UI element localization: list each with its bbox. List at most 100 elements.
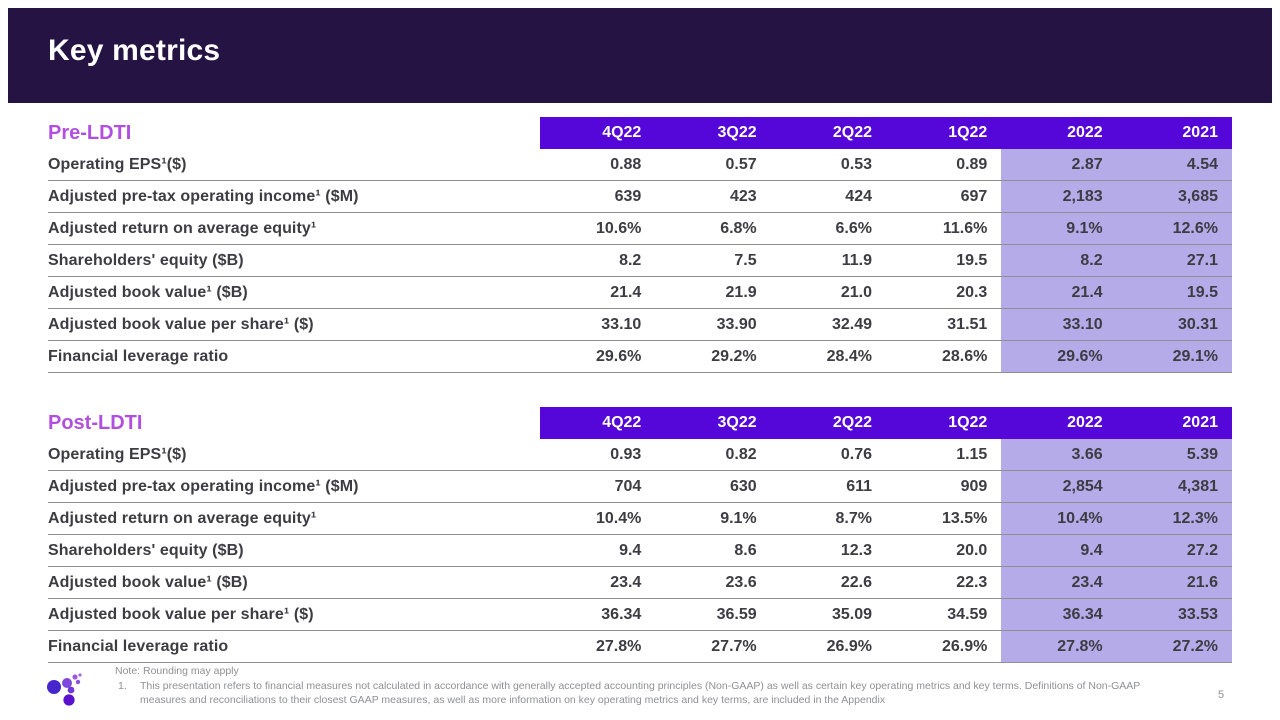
column-header: 2021 bbox=[1116, 407, 1232, 439]
cell-value: 29.6% bbox=[595, 347, 642, 365]
cell-value: 704 bbox=[614, 477, 642, 495]
table-row: Adjusted book value per share¹ ($) 36.34 3… bbox=[48, 599, 1232, 631]
row-label: Operating EPS¹($) bbox=[48, 155, 187, 173]
column-header: 1Q22 bbox=[886, 407, 1002, 439]
cell-value: 23.6 bbox=[725, 573, 757, 591]
cell-value: 12.6% bbox=[1116, 213, 1232, 244]
column-header: 3Q22 bbox=[655, 117, 771, 149]
column-header: 4Q22 bbox=[540, 117, 656, 149]
table-row: Shareholders' equity ($B) 9.4 8.6 12.3 20.0 9… bbox=[48, 535, 1232, 567]
table-row: Adjusted return on average equity¹ 10.6% 6… bbox=[48, 213, 1232, 245]
cell-value: 2,854 bbox=[1001, 471, 1117, 502]
post-ldti-table: Post-LDTI 4Q22 3Q22 2Q22 1Q22 2022 2021 Operati… bbox=[48, 407, 1232, 663]
cell-value: 33.10 bbox=[601, 315, 642, 333]
cell-value: 23.4 bbox=[610, 573, 642, 591]
cell-value: 33.90 bbox=[716, 315, 757, 333]
cell-value: 34.59 bbox=[947, 605, 988, 623]
cell-value: 20.0 bbox=[956, 541, 988, 559]
cell-value: 22.6 bbox=[840, 573, 872, 591]
cell-value: 6.8% bbox=[720, 219, 757, 237]
cell-value: 27.1 bbox=[1116, 245, 1232, 276]
table-row: Adjusted book value¹ ($B) 21.4 21.9 21.0 20.… bbox=[48, 277, 1232, 309]
cell-value: 10.4% bbox=[1001, 503, 1117, 534]
cell-value: 5.39 bbox=[1116, 439, 1232, 470]
cell-value: 639 bbox=[614, 187, 642, 205]
cell-value: 21.6 bbox=[1116, 567, 1232, 598]
cell-value: 9.1% bbox=[720, 509, 757, 527]
dots-logo-icon bbox=[42, 673, 104, 720]
cell-value: 21.0 bbox=[840, 283, 872, 301]
cell-value: 21.4 bbox=[1001, 277, 1117, 308]
column-header: 3Q22 bbox=[655, 407, 771, 439]
cell-value: 36.59 bbox=[716, 605, 757, 623]
table-row: Adjusted return on average equity¹ 10.4% 9… bbox=[48, 503, 1232, 535]
cell-value: 0.57 bbox=[725, 155, 757, 173]
cell-value: 21.9 bbox=[725, 283, 757, 301]
row-label: Adjusted book value per share¹ ($) bbox=[48, 315, 314, 333]
cell-value: 27.2% bbox=[1116, 631, 1232, 662]
cell-value: 9.4 bbox=[619, 541, 642, 559]
page-title: Key metrics bbox=[48, 33, 221, 67]
cell-value: 10.6% bbox=[595, 219, 642, 237]
cell-value: 9.1% bbox=[1001, 213, 1117, 244]
cell-value: 36.34 bbox=[1001, 599, 1117, 630]
cell-value: 11.9 bbox=[841, 251, 872, 269]
cell-value: 29.2% bbox=[711, 347, 757, 365]
table-row: Financial leverage ratio 27.8% 27.7% 26.9% 2… bbox=[48, 631, 1232, 663]
row-label: Adjusted book value per share¹ ($) bbox=[48, 605, 314, 623]
section-title: Post-LDTI bbox=[48, 411, 143, 434]
cell-value: 909 bbox=[960, 477, 988, 495]
content: Pre-LDTI 4Q22 3Q22 2Q22 1Q22 2022 2021 Operatin… bbox=[48, 117, 1232, 663]
cell-value: 27.7% bbox=[711, 637, 757, 655]
column-header: 2Q22 bbox=[770, 117, 886, 149]
row-label: Adjusted return on average equity¹ bbox=[48, 219, 317, 237]
cell-value: 0.93 bbox=[610, 445, 642, 463]
cell-value: 11.6% bbox=[942, 219, 988, 237]
cell-value: 3.66 bbox=[1001, 439, 1117, 470]
footnote-text: This presentation refers to financial me… bbox=[140, 680, 1141, 707]
row-label: Operating EPS¹($) bbox=[48, 445, 187, 463]
cell-value: 29.6% bbox=[1001, 341, 1117, 372]
cell-value: 13.5% bbox=[941, 509, 988, 527]
cell-value: 6.6% bbox=[835, 219, 872, 237]
column-header: 2022 bbox=[1001, 407, 1117, 439]
table-row: Adjusted pre-tax operating income¹ ($M) 6… bbox=[48, 181, 1232, 213]
cell-value: 27.8% bbox=[595, 637, 642, 655]
cell-value: 23.4 bbox=[1001, 567, 1117, 598]
page-number: 5 bbox=[1218, 689, 1225, 701]
cell-value: 26.9% bbox=[826, 637, 872, 655]
cell-value: 4.54 bbox=[1116, 149, 1232, 180]
cell-value: 35.09 bbox=[831, 605, 872, 623]
cell-value: 28.4% bbox=[826, 347, 872, 365]
table-row: Adjusted book value¹ ($B) 23.4 23.6 22.6 22.… bbox=[48, 567, 1232, 599]
cell-value: 21.4 bbox=[610, 283, 642, 301]
cell-value: 27.8% bbox=[1001, 631, 1117, 662]
column-header: 2Q22 bbox=[770, 407, 886, 439]
cell-value: 8.6 bbox=[734, 541, 757, 559]
row-label: Adjusted return on average equity¹ bbox=[48, 509, 317, 527]
table-row: Operating EPS¹($) 0.93 0.82 0.76 1.15 3.66 5.3… bbox=[48, 439, 1232, 471]
table-row: Adjusted book value per share¹ ($) 33.10 3… bbox=[48, 309, 1232, 341]
column-header: 2022 bbox=[1001, 117, 1117, 149]
table-header-row: Post-LDTI 4Q22 3Q22 2Q22 1Q22 2022 2021 bbox=[48, 407, 1232, 439]
cell-value: 8.2 bbox=[619, 251, 642, 269]
row-label: Shareholders' equity ($B) bbox=[48, 251, 244, 269]
table-header-row: Pre-LDTI 4Q22 3Q22 2Q22 1Q22 2022 2021 bbox=[48, 117, 1232, 149]
cell-value: 7.5 bbox=[734, 251, 757, 269]
cell-value: 0.53 bbox=[840, 155, 872, 173]
cell-value: 697 bbox=[960, 187, 988, 205]
row-label: Adjusted book value¹ ($B) bbox=[48, 573, 248, 591]
row-label: Financial leverage ratio bbox=[48, 347, 229, 365]
cell-value: 9.4 bbox=[1001, 535, 1117, 566]
cell-value: 19.5 bbox=[1116, 277, 1232, 308]
cell-value: 423 bbox=[729, 187, 757, 205]
row-label: Shareholders' equity ($B) bbox=[48, 541, 244, 559]
cell-value: 3,685 bbox=[1116, 181, 1232, 212]
title-banner: Key metrics bbox=[8, 8, 1272, 103]
rounding-note: Note: Rounding may apply bbox=[115, 665, 239, 677]
cell-value: 8.2 bbox=[1001, 245, 1117, 276]
cell-value: 10.4% bbox=[595, 509, 642, 527]
row-label: Adjusted pre-tax operating income¹ ($M) bbox=[48, 477, 359, 495]
table-row: Shareholders' equity ($B) 8.2 7.5 11.9 19.5 8… bbox=[48, 245, 1232, 277]
